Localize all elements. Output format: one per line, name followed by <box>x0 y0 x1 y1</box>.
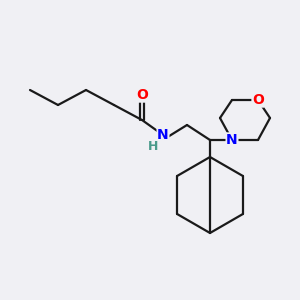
Text: O: O <box>136 88 148 102</box>
Text: N: N <box>157 128 169 142</box>
Text: N: N <box>226 133 238 147</box>
Text: H: H <box>148 140 158 154</box>
Text: O: O <box>252 93 264 107</box>
